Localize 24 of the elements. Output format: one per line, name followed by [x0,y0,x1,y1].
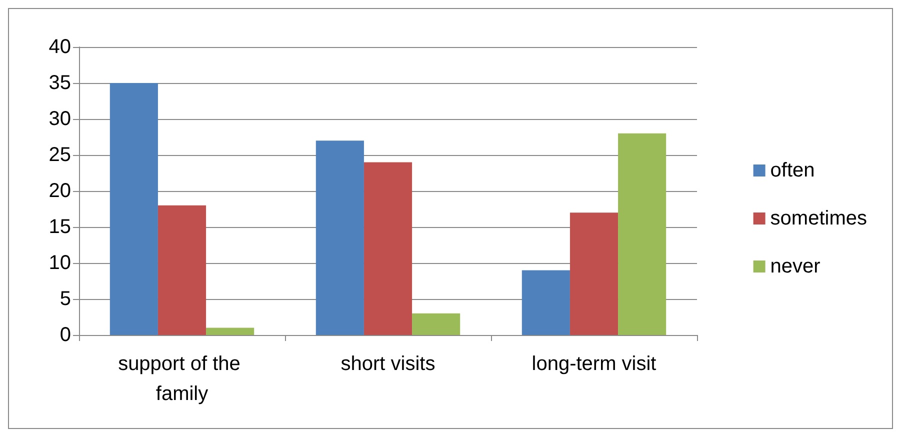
x-tick-label: short visits [340,353,436,375]
legend-label: often [770,160,815,182]
bar [206,328,254,335]
bar [570,212,618,335]
legend-label: sometimes [770,208,868,230]
bar [158,205,206,335]
bar [364,162,412,335]
bar [618,133,666,335]
y-tick-label: 5 [60,288,71,310]
y-tick-label: 30 [48,108,71,130]
legend-label: never [770,256,821,278]
bar [110,83,158,335]
bar [316,140,364,335]
x-tick-label: long-term visit [532,353,657,375]
y-tick-label: 0 [60,324,71,346]
y-tick-label: 10 [48,252,71,274]
y-tick-label: 25 [48,144,71,166]
bar [522,270,570,335]
y-tick-label: 35 [48,72,71,94]
y-tick-label: 40 [48,36,71,58]
x-tick-label: support of the family [118,353,246,405]
y-tick-label: 20 [48,180,71,202]
bar [412,313,460,335]
y-tick-label: 15 [48,216,71,238]
